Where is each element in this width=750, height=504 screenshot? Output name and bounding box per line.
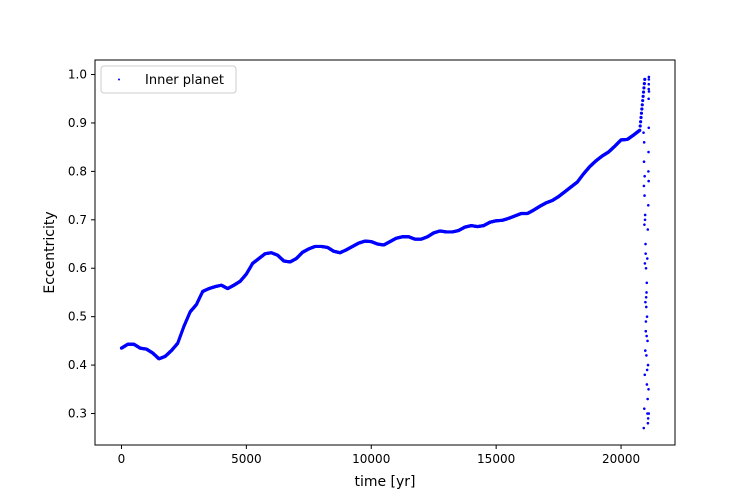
data-point xyxy=(647,126,651,130)
x-axis-ticks: 0 5000 10000 15000 20000 xyxy=(118,445,640,466)
data-point xyxy=(643,223,646,226)
data-point xyxy=(646,412,649,415)
data-point xyxy=(639,111,644,115)
data-point xyxy=(645,368,649,372)
data-point xyxy=(643,194,646,197)
y-axis-label: Eccentricity xyxy=(42,211,58,293)
data-point xyxy=(643,373,647,377)
data-point xyxy=(644,252,647,256)
data-point xyxy=(640,107,644,111)
y-tick-label: 0.8 xyxy=(68,164,87,178)
y-tick-label: 0.5 xyxy=(68,310,87,324)
x-tick-label: 0 xyxy=(118,452,126,466)
data-point xyxy=(644,305,648,309)
y-tick-label: 0.4 xyxy=(68,358,87,372)
data-point xyxy=(642,82,646,86)
data-point xyxy=(644,329,648,333)
axes-frame xyxy=(94,59,676,446)
data-point xyxy=(647,179,650,183)
data-point xyxy=(645,291,648,294)
data-point xyxy=(639,115,643,120)
data-point xyxy=(642,160,646,163)
x-tick-label: 5000 xyxy=(231,452,262,466)
data-point xyxy=(646,421,650,425)
data-point xyxy=(646,363,650,367)
data-point xyxy=(642,141,646,144)
data-point xyxy=(646,228,650,231)
y-tick-label: 0.6 xyxy=(68,261,87,275)
y-tick-label: 0.3 xyxy=(68,407,87,421)
data-point xyxy=(642,86,646,90)
data-point xyxy=(643,174,646,178)
data-point xyxy=(645,383,649,386)
x-tick-label: 15000 xyxy=(477,452,515,466)
data-point xyxy=(647,170,650,173)
data-point xyxy=(646,417,650,420)
data-point xyxy=(646,397,649,401)
data-point xyxy=(645,315,649,318)
x-tick-label: 10000 xyxy=(352,452,390,466)
data-point xyxy=(646,203,650,207)
data-point xyxy=(639,120,643,124)
legend-label: Inner planet xyxy=(145,73,224,88)
legend-marker xyxy=(118,78,120,81)
data-point xyxy=(644,300,647,304)
data-point xyxy=(638,128,642,132)
data-point xyxy=(643,349,647,352)
data-point xyxy=(644,242,647,246)
data-point xyxy=(642,184,646,188)
data-point xyxy=(638,124,642,128)
y-tick-label: 0.9 xyxy=(68,116,87,130)
y-axis-ticks: 0.3 0.4 0.5 0.6 0.7 0.8 0.9 1.0 xyxy=(68,68,95,421)
x-tick-label: 20000 xyxy=(602,452,640,466)
data-point xyxy=(645,334,648,338)
data-point xyxy=(641,98,645,103)
data-point xyxy=(647,150,650,154)
data-point xyxy=(642,131,645,134)
data-point xyxy=(644,295,648,299)
data-point xyxy=(643,218,647,222)
series-inner-planet-scatter xyxy=(642,75,651,430)
data-point xyxy=(643,77,647,81)
x-axis-label: time [yr] xyxy=(354,474,415,490)
data-point xyxy=(647,78,651,81)
legend-box xyxy=(100,65,237,94)
data-layer xyxy=(119,75,651,430)
data-point xyxy=(641,94,645,98)
data-point xyxy=(644,320,648,323)
data-point xyxy=(645,257,649,260)
data-point xyxy=(642,407,646,410)
data-point xyxy=(647,388,650,391)
data-point xyxy=(645,281,649,285)
data-point xyxy=(646,339,649,343)
legend: Inner planet xyxy=(100,65,237,94)
data-point xyxy=(643,213,647,217)
y-tick-label: 1.0 xyxy=(68,68,87,82)
data-point xyxy=(642,426,646,430)
series-inner-planet-trend xyxy=(119,77,647,361)
data-point xyxy=(647,97,650,101)
data-point xyxy=(647,90,651,93)
data-point xyxy=(647,82,651,86)
data-point xyxy=(645,354,648,357)
data-point xyxy=(644,266,648,270)
data-point xyxy=(647,75,651,79)
data-point xyxy=(640,103,644,107)
y-tick-label: 0.7 xyxy=(68,213,87,227)
data-point xyxy=(643,262,647,265)
data-point xyxy=(641,90,646,94)
data-point xyxy=(647,87,651,91)
